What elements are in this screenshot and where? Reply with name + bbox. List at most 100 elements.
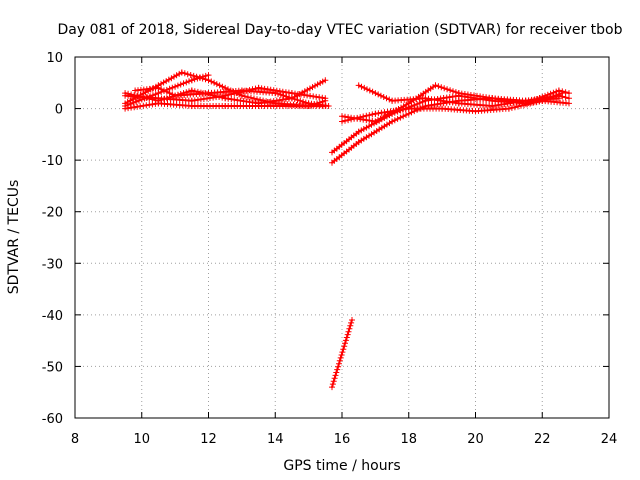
data-point: [355, 128, 362, 135]
data-point: [216, 82, 223, 89]
data-point: [306, 85, 313, 92]
data-point: [319, 78, 326, 85]
data-point: [173, 72, 180, 79]
data-point: [140, 94, 147, 101]
x-tick-label: 16: [334, 432, 351, 447]
data-point: [297, 97, 304, 104]
data-point: [369, 88, 376, 95]
data-point: [177, 81, 184, 88]
y-tick-label: -40: [42, 309, 63, 324]
data-point: [336, 357, 343, 364]
data-point: [386, 96, 393, 103]
data-point: [394, 115, 401, 122]
data-point: [553, 92, 560, 99]
data-point: [208, 78, 215, 85]
data-point: [213, 93, 220, 100]
data-point: [398, 104, 404, 111]
data-point: [447, 87, 454, 94]
x-tick-label: 10: [133, 432, 150, 447]
data-point: [125, 90, 132, 97]
data-point: [186, 88, 192, 95]
data-point: [559, 90, 566, 97]
data-point: [277, 91, 284, 98]
series-trace: [339, 82, 566, 125]
data-point: [334, 366, 341, 373]
data-point: [562, 89, 569, 96]
data-point: [254, 96, 260, 103]
data-point: [165, 76, 172, 83]
data-point: [146, 95, 153, 102]
data-point: [339, 349, 346, 356]
data-point: [181, 70, 188, 77]
data-point: [176, 70, 183, 77]
data-point: [222, 84, 229, 91]
data-point: [545, 95, 551, 102]
data-point: [155, 84, 162, 91]
data-point: [566, 90, 572, 97]
data-point: [335, 363, 342, 370]
data-point: [363, 124, 370, 131]
data-point: [452, 89, 459, 96]
x-axis-label: GPS time / hours: [283, 458, 400, 474]
data-point: [511, 104, 518, 111]
data-point: [122, 90, 129, 97]
data-point: [205, 72, 212, 79]
data-point: [244, 94, 251, 101]
data-point: [163, 95, 170, 102]
data-point: [400, 113, 407, 120]
data-point: [296, 91, 303, 98]
data-point: [196, 74, 203, 81]
x-tick-label: 12: [200, 432, 217, 447]
data-point: [280, 92, 287, 99]
data-point: [397, 114, 404, 121]
data-point: [158, 80, 164, 87]
data-point: [134, 92, 141, 99]
data-point: [340, 346, 347, 353]
data-point: [202, 76, 209, 83]
data-point: [183, 79, 190, 86]
y-tick-label: -50: [42, 360, 63, 375]
data-point: [390, 108, 397, 115]
data-point: [400, 103, 407, 110]
data-point: [187, 72, 194, 78]
data-point: [339, 118, 345, 125]
data-point: [168, 75, 175, 82]
data-point: [169, 91, 176, 98]
data-point: [178, 69, 185, 76]
data-point: [288, 95, 295, 102]
data-point: [188, 77, 195, 84]
series-trace: [329, 317, 355, 391]
data-point: [213, 81, 220, 88]
data-point: [130, 99, 137, 106]
data-point: [329, 381, 336, 388]
data-point: [312, 82, 318, 89]
data-point: [205, 77, 212, 84]
data-point: [542, 96, 549, 103]
data-point: [556, 91, 563, 98]
data-point: [392, 107, 399, 114]
data-point: [275, 91, 281, 97]
data-point: [348, 319, 355, 326]
data-point: [342, 340, 348, 347]
data-point: [344, 331, 351, 338]
data-point: [355, 82, 362, 89]
data-point: [330, 378, 337, 385]
data-point: [562, 94, 569, 101]
axis-ticks: 8 10 12 14 16 18 20 22 24 10 0 -10 -20 -30 -40 -50 -60: [42, 51, 618, 447]
data-point: [136, 97, 142, 104]
y-tick-label: 10: [46, 51, 63, 66]
data-point: [160, 79, 167, 86]
data-point: [385, 111, 392, 118]
series-trace: [132, 84, 332, 109]
x-tick-label: 22: [534, 432, 551, 447]
data-point: [286, 94, 293, 101]
data-point: [566, 100, 572, 107]
data-point: [364, 86, 370, 93]
data-point: [128, 91, 135, 98]
data-point: [188, 87, 195, 94]
data-point: [241, 93, 248, 100]
data-point: [133, 98, 140, 105]
data-point: [216, 93, 223, 100]
data-point: [345, 328, 352, 335]
